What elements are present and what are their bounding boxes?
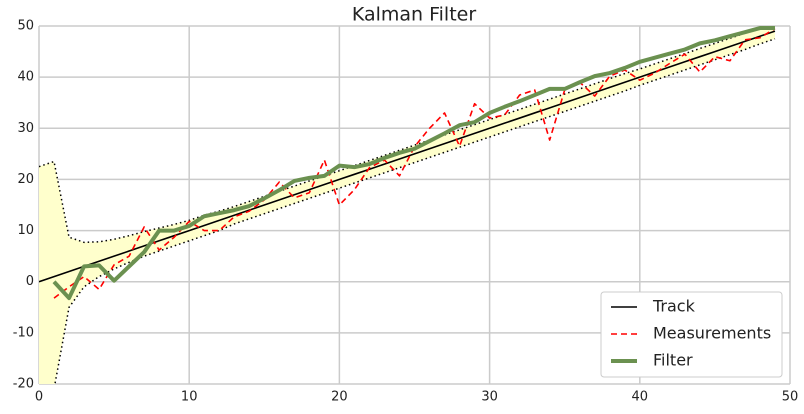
x-tick-label: 50	[782, 390, 799, 405]
chart-title: Kalman Filter	[352, 4, 477, 26]
x-tick-label: 30	[481, 390, 498, 405]
y-tick-label: 20	[17, 172, 34, 187]
legend-box	[600, 291, 783, 378]
y-tick-label: 50	[17, 19, 34, 34]
x-tick-label: 40	[632, 390, 649, 405]
y-tick-label: 40	[17, 70, 34, 85]
series-line	[52, 26, 775, 301]
variance-band	[39, 26, 775, 384]
band-edge	[54, 38, 776, 384]
series-line	[39, 30, 776, 283]
legend-label: Measurements	[653, 324, 771, 343]
series-line	[53, 27, 776, 299]
y-tick-label: 0	[26, 274, 34, 289]
band-edge	[39, 26, 770, 244]
legend-label: Track	[652, 297, 696, 316]
legend-label: Filter	[653, 351, 693, 370]
y-tick-label: -20	[13, 377, 34, 392]
x-tick-label: 0	[35, 390, 43, 405]
y-tick-label: 10	[17, 223, 34, 238]
x-tick-label: 20	[331, 390, 348, 405]
y-tick-label: -10	[13, 325, 34, 340]
x-tick-label: 10	[181, 390, 198, 405]
y-tick-label: 30	[17, 121, 34, 136]
plot-area	[39, 26, 776, 384]
